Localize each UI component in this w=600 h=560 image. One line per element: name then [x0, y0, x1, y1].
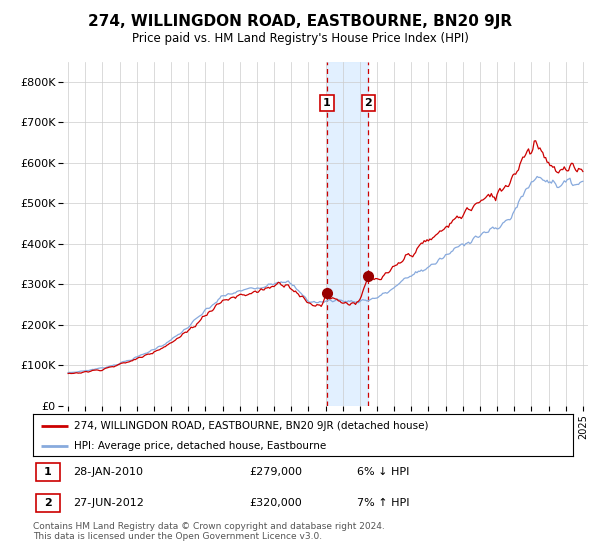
Text: Contains HM Land Registry data © Crown copyright and database right 2024.
This d: Contains HM Land Registry data © Crown c…: [33, 522, 385, 542]
Text: £279,000: £279,000: [249, 467, 302, 477]
Text: 28-JAN-2010: 28-JAN-2010: [74, 467, 143, 477]
Text: 1: 1: [323, 98, 331, 108]
Text: 274, WILLINGDON ROAD, EASTBOURNE, BN20 9JR (detached house): 274, WILLINGDON ROAD, EASTBOURNE, BN20 9…: [74, 421, 428, 431]
Text: 2: 2: [44, 498, 52, 508]
Text: HPI: Average price, detached house, Eastbourne: HPI: Average price, detached house, East…: [74, 441, 326, 451]
FancyBboxPatch shape: [36, 463, 60, 481]
FancyBboxPatch shape: [36, 494, 60, 511]
Text: £320,000: £320,000: [249, 498, 302, 508]
Text: 27-JUN-2012: 27-JUN-2012: [74, 498, 145, 508]
Text: 7% ↑ HPI: 7% ↑ HPI: [357, 498, 409, 508]
Text: 1: 1: [44, 467, 52, 477]
Text: Price paid vs. HM Land Registry's House Price Index (HPI): Price paid vs. HM Land Registry's House …: [131, 32, 469, 45]
Text: 274, WILLINGDON ROAD, EASTBOURNE, BN20 9JR: 274, WILLINGDON ROAD, EASTBOURNE, BN20 9…: [88, 14, 512, 29]
Text: 2: 2: [365, 98, 372, 108]
Text: 6% ↓ HPI: 6% ↓ HPI: [357, 467, 409, 477]
Bar: [327, 62, 368, 406]
